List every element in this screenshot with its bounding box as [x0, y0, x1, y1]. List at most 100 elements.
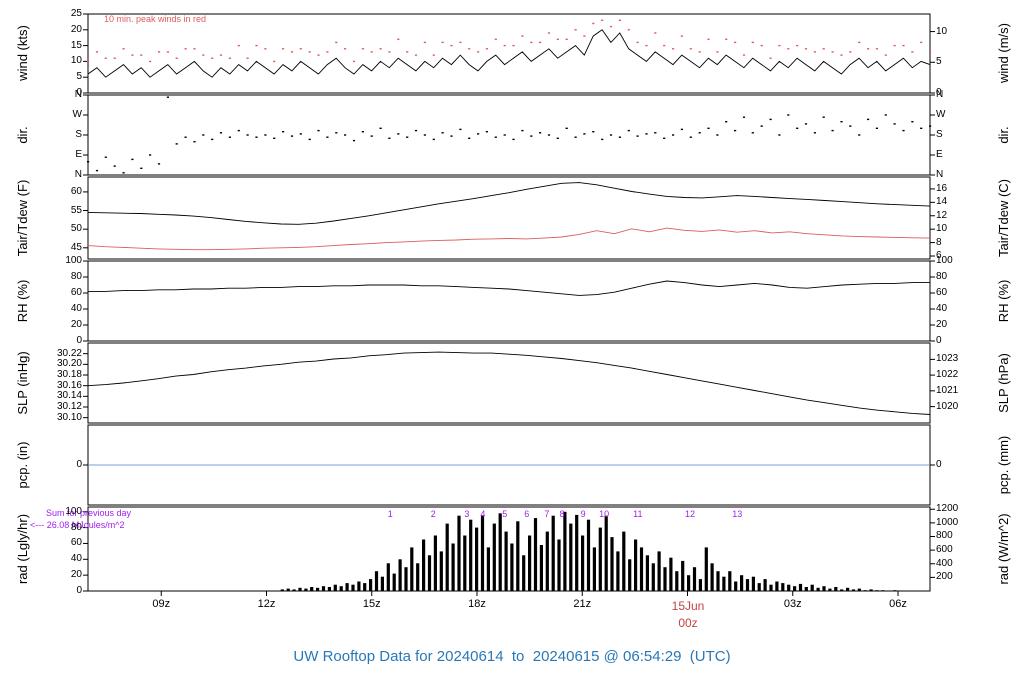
- panel-tair: [83, 176, 935, 260]
- y-tick-label-right-dir: S: [936, 129, 943, 140]
- y-tick-label-left-rh: 20: [70, 319, 82, 330]
- series-wind-speed: [87, 29, 931, 78]
- y-tick-label-right-tair: 14: [936, 196, 948, 208]
- panel-rh: [83, 260, 935, 342]
- y-axis-label-pcp-mm: pcp. (mm): [996, 435, 1011, 495]
- y-tick-label-left-rh: 0: [76, 335, 82, 346]
- y-tick-label-right-rh: 0: [936, 335, 942, 346]
- y-tick-label-right-dir: E: [936, 149, 943, 160]
- radiation-sum-marker: 6: [524, 509, 529, 519]
- x-tick-label: 03z: [783, 598, 802, 610]
- y-tick-label-right-rad: 1000: [936, 516, 959, 528]
- y-axis-label-tair-c: Tair/Tdew (C): [996, 178, 1011, 258]
- y-tick-label-left-wind: 0: [76, 87, 82, 98]
- radiation-sum-note-line2: <--- 26.08 MJoules/m^2: [30, 520, 125, 530]
- series-peak-wind: [87, 19, 932, 63]
- y-tick-label-left-rh: 40: [70, 303, 82, 314]
- y-tick-label-right-slp: 1022: [936, 369, 959, 381]
- y-tick-label-left-rad: 20: [70, 569, 82, 581]
- y-axis-label-pcp-in: pcp. (in): [15, 441, 30, 489]
- series-dewpoint: [87, 227, 931, 251]
- x-tick-label: 06z: [889, 598, 907, 610]
- y-tick-label-left-tair: 50: [70, 223, 82, 235]
- y-axis-label-rad-wm2: rad (W/m^2): [996, 513, 1011, 585]
- radiation-sum-marker: 2: [431, 509, 436, 519]
- x-tick-label: 09z: [152, 598, 171, 610]
- radiation-sum-marker: 3: [464, 509, 469, 519]
- y-axis-label-rh-left: RH (%): [15, 279, 30, 323]
- y-tick-label-right-rh: 60: [936, 287, 948, 298]
- panel-rad: 1 2 3 4 5 6 7 8 9 10 11 12 13: [83, 506, 935, 596]
- y-tick-label-right-tair: 10: [936, 223, 948, 235]
- series-air-temperature: [87, 182, 931, 225]
- y-axis-label-rad-lgly: rad (Lgly/hr): [15, 513, 30, 585]
- y-tick-label-left-slp: 30.18: [56, 369, 82, 380]
- y-tick-label-left-rh: 60: [70, 287, 82, 298]
- panel-pcp: [83, 424, 935, 506]
- y-tick-label-right-tair: 6: [936, 250, 942, 262]
- y-tick-label-right-rad: 600: [936, 544, 953, 556]
- y-tick-label-left-rh: 100: [65, 255, 82, 266]
- radiation-sum-marker: 9: [581, 509, 586, 519]
- y-tick-label-left-pcp: 0: [76, 459, 82, 470]
- y-tick-label-left-slp: 30.10: [56, 411, 82, 423]
- radiation-sum-marker: 11: [633, 509, 642, 519]
- y-tick-label-right-rh: 20: [936, 319, 948, 330]
- y-tick-label-left-rad: 60: [70, 537, 82, 549]
- y-tick-label-left-dir: S: [75, 129, 82, 140]
- y-tick-label-right-dir: N: [936, 169, 944, 180]
- y-axis-label-tair-f: Tair/Tdew (F): [15, 179, 30, 257]
- y-tick-label-right-rad: 1200: [936, 503, 959, 515]
- y-tick-label-left-dir: W: [72, 109, 82, 120]
- y-tick-label-left-slp: 30.12: [56, 401, 82, 412]
- y-tick-label-right-rad: 400: [936, 557, 953, 569]
- series-wind-direction: [87, 96, 932, 174]
- y-tick-label-left-slp: 30.14: [56, 390, 82, 402]
- y-tick-label-left-dir: N: [74, 89, 82, 100]
- series-solar-radiation: [280, 511, 897, 591]
- x-tick-label: 21z: [573, 598, 592, 610]
- y-axis-label-wind-kts: wind (kts): [15, 25, 30, 81]
- panel-dir: [83, 94, 935, 176]
- peak-winds-note: 10 min. peak winds in red: [104, 14, 207, 24]
- y-tick-label-left-slp: 30.22: [56, 347, 82, 359]
- y-tick-label-right-rad: 800: [936, 530, 953, 542]
- y-tick-label-left-rad: 80: [70, 521, 82, 533]
- y-tick-label-right-wind: 10: [936, 25, 948, 37]
- y-tick-label-left-slp: 30.16: [56, 379, 82, 391]
- y-tick-label-right-rad: 200: [936, 571, 953, 583]
- panel-wind: [83, 13, 935, 94]
- y-axis-label-wind-ms: wind (m/s): [996, 23, 1011, 83]
- y-tick-label-left-rad: 0: [76, 585, 82, 596]
- y-tick-label-left-wind: 25: [70, 8, 82, 19]
- x-tick-label: 12z: [257, 598, 276, 610]
- y-tick-label-right-tair: 8: [936, 236, 942, 248]
- radiation-sum-marker: 12: [685, 509, 695, 519]
- y-tick-label-right-dir: W: [936, 109, 946, 120]
- y-tick-label-right-tair: 16: [936, 182, 948, 194]
- y-axis-label-dir-right: dir.: [996, 126, 1011, 144]
- y-tick-label-left-dir: E: [75, 149, 82, 160]
- radiation-sum-marker: 5: [502, 509, 507, 519]
- series-sea-level-pressure: [87, 351, 931, 415]
- y-tick-label-left-rad: 100: [65, 505, 82, 517]
- x-tick-label: 18z: [468, 598, 486, 610]
- y-tick-label-left-wind: 20: [70, 23, 82, 35]
- y-tick-label-right-wind: 0: [936, 87, 942, 98]
- y-tick-label-right-pcp: 0: [936, 459, 942, 470]
- x-tick-label: 15z: [362, 598, 381, 610]
- y-tick-label-right-slp: 1023: [936, 353, 959, 365]
- y-tick-label-right-rh: 40: [936, 303, 948, 314]
- radiation-sum-marker: 13: [732, 509, 742, 519]
- radiation-sum-note-line1: Sum for previous day: [46, 508, 132, 518]
- figure-title: UW Rooftop Data for 20240614 to 20240615…: [293, 648, 731, 665]
- y-tick-label-left-rad: 40: [70, 553, 82, 565]
- y-axis-label-slp-inhg: SLP (inHg): [15, 351, 30, 415]
- panel-slp: [83, 342, 935, 424]
- y-tick-label-left-rh: 80: [70, 271, 82, 282]
- radiation-sum-marker: 8: [559, 509, 564, 519]
- y-axis-label-rh-right: RH (%): [996, 279, 1011, 323]
- y-tick-label-left-tair: 45: [70, 241, 82, 253]
- x-axis-hour-label: 00z: [678, 616, 698, 630]
